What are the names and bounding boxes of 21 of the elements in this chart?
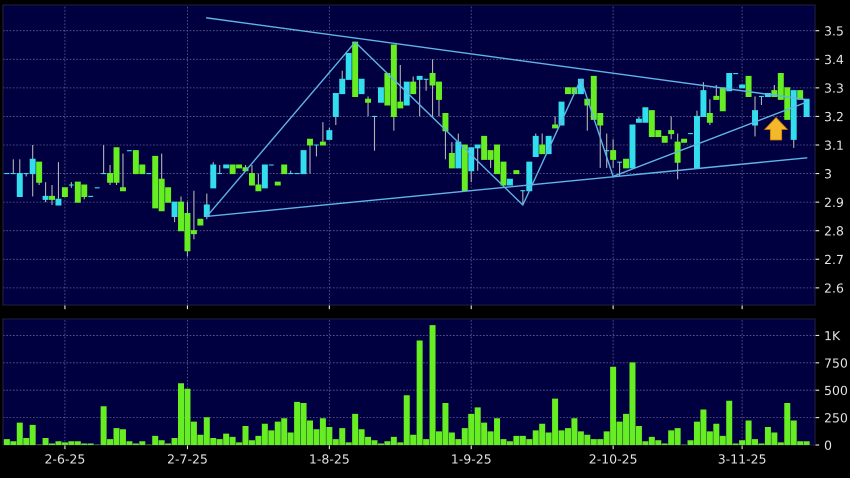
y-tick-label: 1K bbox=[825, 331, 840, 340]
x-tick-label: 1-8-25 bbox=[310, 454, 349, 464]
y-tick-label: 2.8 bbox=[824, 226, 844, 236]
y-tick-label: 3 bbox=[824, 169, 831, 178]
y-tick-label: 2.7 bbox=[824, 254, 843, 264]
x-tick-label: 1-9-25 bbox=[452, 454, 491, 464]
x-tick-label: 3-11-25 bbox=[718, 454, 766, 464]
y-tick-label: 2.9 bbox=[824, 198, 844, 208]
y-tick-label: 3.2 bbox=[824, 112, 843, 122]
x-tick-label: 2-6-25 bbox=[45, 454, 84, 464]
y-tick-label: 3.4 bbox=[824, 54, 844, 64]
y-tick-label: 3.3 bbox=[824, 83, 843, 93]
y-tick-label: 500 bbox=[824, 386, 848, 396]
y-tick-label: 250 bbox=[824, 413, 848, 423]
y-tick-label: 750 bbox=[825, 358, 848, 368]
y-tick-label: 3.1 bbox=[824, 140, 843, 150]
y-tick-label: 2.6 bbox=[824, 283, 844, 293]
x-tick-label: 2-10-25 bbox=[590, 454, 636, 464]
y-tick-label: 0 bbox=[824, 440, 832, 450]
x-tick-label: 2-7-25 bbox=[168, 454, 207, 464]
y-tick-label: 3.5 bbox=[824, 26, 843, 36]
